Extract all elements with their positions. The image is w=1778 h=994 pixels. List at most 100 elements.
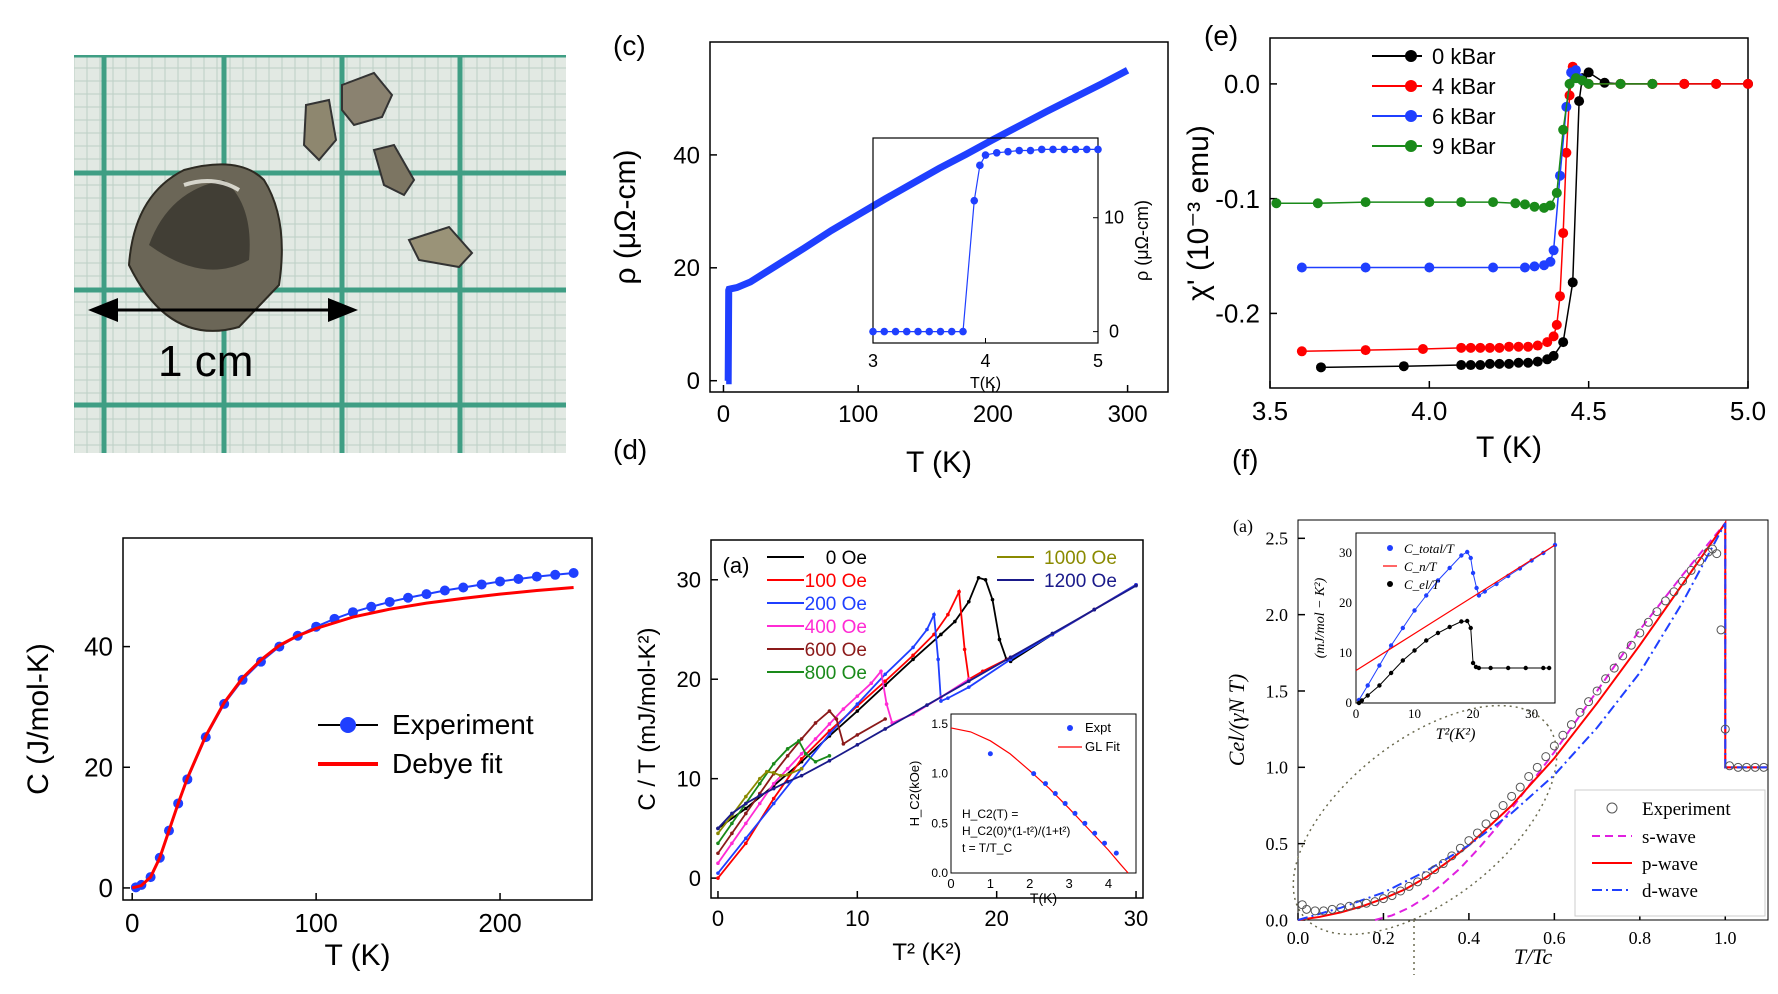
crystal-photo: 1 cm bbox=[74, 55, 566, 453]
inset-y-tick-label: 0 bbox=[1346, 695, 1353, 710]
data-point bbox=[757, 801, 762, 806]
x-tick-label: 20 bbox=[984, 906, 1008, 931]
inset-legend-marker bbox=[1387, 581, 1393, 587]
data-point bbox=[1456, 197, 1467, 208]
chart-d: 0 100 200 0 20 40 T (K) C (J/mol-K) Experiment De… bbox=[22, 537, 593, 972]
data-point bbox=[827, 753, 832, 758]
gl-fit-line bbox=[950, 727, 1129, 874]
legend-marker bbox=[1405, 110, 1417, 122]
legend-marker bbox=[1405, 50, 1417, 62]
data-point bbox=[1465, 360, 1476, 371]
data-point bbox=[902, 327, 911, 336]
legend-label: 0 kBar bbox=[1432, 44, 1496, 69]
experiment-point bbox=[1626, 640, 1636, 650]
data-point bbox=[1008, 655, 1013, 660]
x-tick-label: 4.5 bbox=[1571, 396, 1607, 426]
data-point bbox=[744, 806, 748, 811]
inset-series-0-line bbox=[1358, 544, 1556, 701]
small-crystal bbox=[302, 98, 338, 162]
data-point bbox=[771, 781, 776, 786]
experiment-point bbox=[1759, 762, 1769, 772]
expt-point bbox=[1062, 800, 1068, 806]
data-point bbox=[757, 776, 762, 781]
data-point bbox=[1424, 262, 1435, 273]
data-point bbox=[1548, 331, 1559, 342]
data-point bbox=[957, 589, 961, 594]
data-point bbox=[939, 632, 943, 637]
resistivity-line bbox=[724, 67, 1130, 385]
legend-label: 9 kBar bbox=[1432, 134, 1496, 159]
data-point bbox=[827, 758, 832, 763]
data-point bbox=[1519, 199, 1530, 210]
x-tick-label: 0 bbox=[717, 401, 730, 428]
experiment-point bbox=[1635, 628, 1645, 638]
experiment-point bbox=[1421, 871, 1431, 881]
inset-y-tick-label: 1.0 bbox=[931, 767, 948, 781]
data-point bbox=[716, 851, 720, 856]
experiment-point bbox=[1430, 865, 1440, 875]
small-crystal bbox=[407, 225, 474, 269]
data-point bbox=[716, 861, 720, 865]
data-point bbox=[953, 619, 957, 624]
x-tick-label: 100 bbox=[838, 401, 878, 428]
data-point bbox=[744, 811, 748, 816]
data-point bbox=[1548, 350, 1559, 361]
data-point bbox=[939, 699, 943, 703]
x-tick-label: 4.0 bbox=[1411, 396, 1447, 426]
inset-y-axis-label: ρ (μΩ-cm) bbox=[1132, 200, 1152, 281]
inset-legend-label: C_el/T bbox=[1404, 577, 1440, 592]
inset-y-axis-label: (mJ/mol − K²) bbox=[1313, 577, 1328, 658]
data-point bbox=[1561, 147, 1572, 158]
data-point bbox=[1071, 145, 1080, 154]
expt-point bbox=[1072, 810, 1078, 816]
data-point bbox=[716, 876, 720, 880]
data-point bbox=[911, 645, 915, 650]
legend-label: 200 Oe bbox=[805, 594, 867, 615]
experiment-point bbox=[1404, 881, 1414, 891]
inset-y-tick-label: 1.5 bbox=[931, 717, 948, 731]
data-point bbox=[730, 841, 734, 846]
x-tick-label: 200 bbox=[973, 401, 1013, 428]
inset-legend-label: C_n/T bbox=[1404, 559, 1437, 574]
data-point bbox=[1475, 342, 1486, 353]
field-series-2-line bbox=[717, 583, 1137, 874]
experiment-point bbox=[1541, 752, 1551, 762]
inset-y-tick-label: 0.5 bbox=[931, 816, 948, 830]
x-tick-label: 300 bbox=[1108, 401, 1148, 428]
data-point bbox=[513, 574, 524, 585]
x-axis-label: T² (K²) bbox=[892, 939, 961, 966]
data-point bbox=[744, 801, 748, 806]
data-point bbox=[855, 743, 860, 747]
y-axis-label: C / T (mJ/mol-K²) bbox=[634, 627, 661, 810]
y-tick-label: 0.0 bbox=[1266, 910, 1289, 930]
y-tick-label: 40 bbox=[673, 142, 700, 169]
x-tick-label: 0.2 bbox=[1372, 928, 1395, 948]
legend-label-expt: Expt bbox=[1085, 720, 1111, 735]
inset-y-tick-label: 20 bbox=[1339, 595, 1352, 610]
y-tick-label: 40 bbox=[84, 632, 113, 662]
legend-marker-experiment bbox=[340, 717, 356, 733]
inset-c-over-t: 0 10 20 30 0 10 20 30 T²(K²) (mJ/mol − K²) C_total… bbox=[1313, 532, 1558, 743]
chart-e: 3.5 4.0 4.5 5.0 0.0 -0.1 -0.2 T (K) χ' (10⁻³ emu… bbox=[1182, 37, 1766, 464]
data-point bbox=[1488, 262, 1499, 273]
data-point bbox=[716, 871, 720, 875]
x-tick-label: 10 bbox=[845, 906, 869, 931]
data-point bbox=[967, 685, 971, 689]
chart-f-right: 0.0 0.2 0.4 0.6 0.8 1.0 0.0 0.5 1.0 1.5 2.0 2.5 T/Tc… bbox=[1224, 516, 1769, 975]
data-point bbox=[785, 753, 790, 758]
y-tick-label: -0.1 bbox=[1215, 184, 1260, 214]
data-point bbox=[1554, 170, 1565, 181]
experiment-point bbox=[1507, 791, 1517, 801]
data-point bbox=[869, 681, 874, 685]
experiment-point bbox=[1712, 549, 1722, 559]
inset-legend-marker bbox=[1387, 545, 1393, 551]
inset-x-tick-label: 4 bbox=[1105, 876, 1112, 891]
inset-x-axis-label: T²(K²) bbox=[1436, 726, 1476, 743]
y-tick-label: 0.5 bbox=[1266, 834, 1289, 854]
y-tick-label: 1.0 bbox=[1266, 758, 1289, 778]
field-series-5-line bbox=[717, 739, 830, 844]
experiment-point bbox=[1498, 800, 1508, 810]
data-point bbox=[1529, 201, 1540, 212]
data-point bbox=[1360, 197, 1371, 208]
y-axis-label: C (J/mol-K) bbox=[22, 643, 55, 795]
